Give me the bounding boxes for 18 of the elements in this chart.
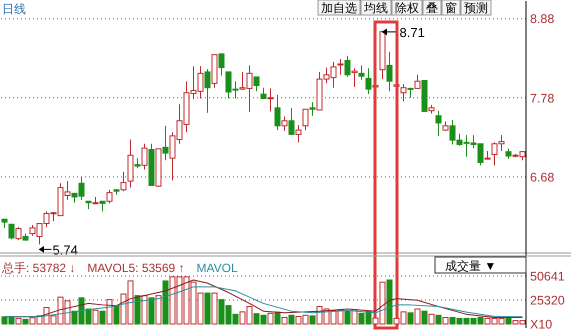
text: 均线	[363, 1, 388, 15]
chart-title: 日线	[2, 2, 26, 16]
y-tick-label: 8.88	[530, 12, 554, 26]
y-tick-label: 6.68	[530, 170, 554, 184]
text: 窗	[445, 1, 457, 15]
annotation: MAVOL	[196, 261, 238, 275]
y-tick-label: 7.78	[530, 91, 554, 106]
annotation: 成交量 ▼	[445, 259, 496, 273]
text: 除权	[395, 1, 419, 15]
text: 预测	[464, 1, 488, 15]
annotation: MAVOL5: 53569 ↑	[87, 261, 185, 275]
annotation: 8.71	[400, 24, 425, 40]
text: 叠	[426, 1, 438, 15]
annotation: 总手: 53782 ↓	[1, 261, 76, 275]
y-tick-label: X10	[530, 318, 552, 332]
text: 加自选	[321, 1, 357, 15]
y-tick-label: 25320	[530, 293, 565, 308]
y-tick-label: 50641	[530, 269, 565, 284]
